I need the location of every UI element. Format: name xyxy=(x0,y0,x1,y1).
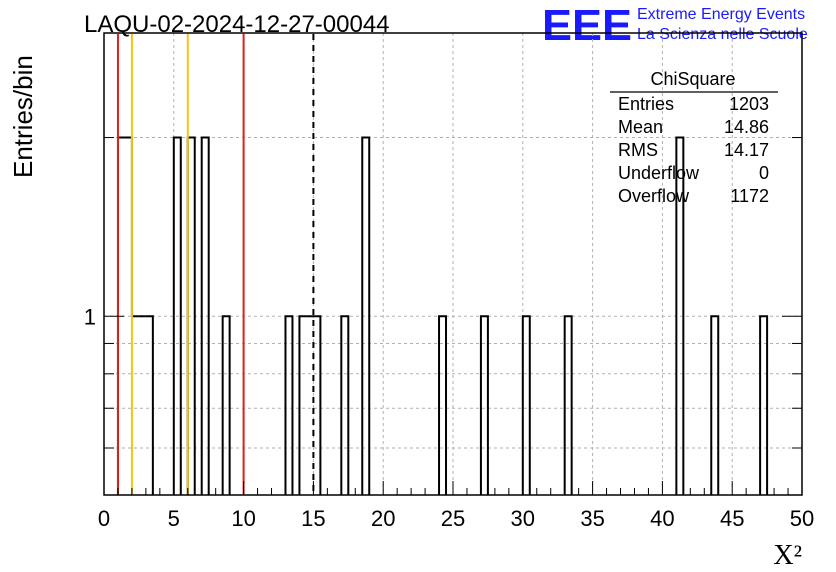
x-tick-label: 25 xyxy=(441,506,465,531)
stats-row-value: 1172 xyxy=(730,186,769,206)
stats-title: ChiSquare xyxy=(650,69,735,89)
run-title: LAQU-02-2024-12-27-00044 xyxy=(84,11,390,38)
histogram-bin xyxy=(284,315,294,495)
logo-line-1: Extreme Energy Events xyxy=(637,6,805,23)
x-tick-label: 15 xyxy=(301,506,325,531)
histogram-bin xyxy=(221,315,231,495)
stats-box: ChiSquare Entries 1203 Mean 14.86 RMS 14.17 Un… xyxy=(610,69,778,206)
histogram-bin xyxy=(521,315,531,495)
histogram-bin xyxy=(340,315,350,495)
histogram-bin xyxy=(124,136,133,317)
x-axis-label: X² xyxy=(773,540,802,571)
y-axis-label: Entries/bin xyxy=(8,55,38,178)
eee-logo: EEE xyxy=(542,1,632,50)
histogram-bin xyxy=(145,315,154,495)
stats-row-value: 14.17 xyxy=(724,140,769,160)
histogram-bin xyxy=(361,136,371,495)
stats-row-value: 14.86 xyxy=(724,117,769,137)
histogram-bin xyxy=(438,315,448,495)
axis-ticks: 0 5 10 15 20 25 30 35 40 45 50 1 xyxy=(84,137,814,531)
x-tick-label: 45 xyxy=(720,506,744,531)
histogram-bin xyxy=(563,315,573,495)
x-tick-label: 30 xyxy=(511,506,535,531)
histogram-bin xyxy=(710,315,720,495)
logo-line-2: La Scienza nelle Scuole xyxy=(637,26,808,43)
x-tick-label: 40 xyxy=(650,506,674,531)
stats-row-value: 1203 xyxy=(729,94,769,114)
histogram-bin xyxy=(675,136,685,495)
x-tick-label: 0 xyxy=(98,506,110,531)
x-tick-label: 5 xyxy=(168,506,180,531)
x-tick-label: 10 xyxy=(231,506,255,531)
stats-row-label: Overflow xyxy=(618,186,690,206)
reference-lines xyxy=(116,34,315,494)
stats-row-label: Underflow xyxy=(618,163,700,183)
stats-row-label: Entries xyxy=(618,94,674,114)
histogram-bin xyxy=(172,136,182,495)
y-tick-label: 1 xyxy=(84,304,96,329)
stats-row-value: 0 xyxy=(759,163,769,183)
histogram-bin xyxy=(298,315,307,495)
stats-row-label: RMS xyxy=(618,140,658,160)
x-tick-label: 50 xyxy=(790,506,814,531)
histogram-bin xyxy=(759,315,769,495)
x-tick-label: 20 xyxy=(371,506,395,531)
x-tick-label: 35 xyxy=(580,506,604,531)
histogram-bin xyxy=(200,136,210,495)
histogram-bin xyxy=(313,315,322,495)
stats-row-label: Mean xyxy=(618,117,663,137)
histogram-bin xyxy=(479,315,489,495)
